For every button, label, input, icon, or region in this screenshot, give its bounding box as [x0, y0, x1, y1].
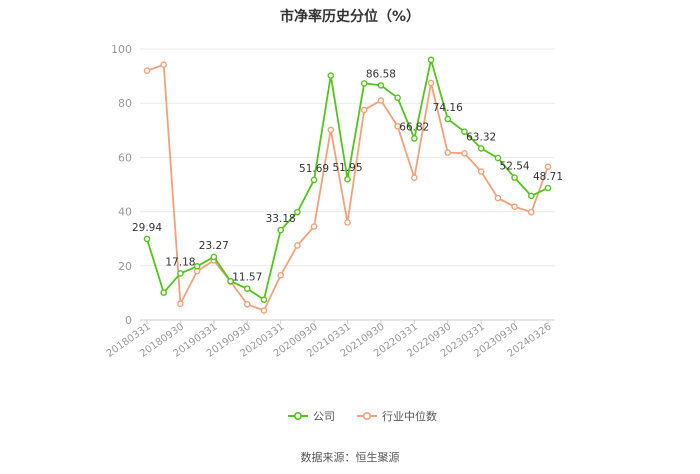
axis-layer: 0204060801002018033120180930201903312019…: [105, 43, 555, 360]
data-point-industry-median[interactable]: [294, 242, 301, 249]
y-tick-label: 100: [111, 43, 132, 56]
data-label: 48.71: [533, 171, 563, 183]
data-point-industry-median[interactable]: [527, 208, 535, 216]
legend-label: 公司: [313, 410, 335, 423]
data-label: 23.27: [199, 240, 229, 252]
data-point-industry-median[interactable]: [177, 300, 184, 308]
data-point-company[interactable]: [210, 253, 218, 261]
data-point-industry-median[interactable]: [360, 106, 368, 114]
data-label: 74.16: [433, 102, 463, 114]
data-point-industry-median[interactable]: [477, 168, 485, 175]
y-tick-label: 0: [125, 314, 132, 327]
data-point-industry-median[interactable]: [461, 150, 468, 157]
data-point-company[interactable]: [544, 184, 552, 192]
data-point-company[interactable]: [177, 270, 184, 277]
data-point-industry-median[interactable]: [160, 61, 168, 69]
data-point-industry-median[interactable]: [243, 300, 251, 308]
data-point-industry-median[interactable]: [544, 163, 552, 170]
data-point-company[interactable]: [494, 154, 502, 162]
legend[interactable]: 公司 行业中位数: [288, 409, 437, 423]
data-label: 66.82: [399, 121, 429, 133]
data-point-company[interactable]: [310, 176, 318, 184]
data-point-industry-median[interactable]: [427, 79, 435, 87]
data-point-company[interactable]: [294, 208, 301, 216]
data-point-industry-median[interactable]: [143, 67, 151, 74]
data-point-company[interactable]: [277, 226, 284, 234]
data-label-layer: 29.94 17.18 23.27 11.57 33.18 51.69 51.95 86.58…: [132, 68, 563, 283]
data-point-industry-median[interactable]: [494, 194, 502, 202]
data-label: 51.95: [332, 162, 362, 174]
data-point-company[interactable]: [243, 285, 251, 292]
data-point-company[interactable]: [143, 235, 151, 243]
data-source: 数据来源：恒生聚源: [300, 451, 400, 464]
data-point-industry-median[interactable]: [260, 307, 268, 314]
legend-item-industry-median[interactable]: 行业中位数: [357, 409, 437, 423]
data-point-company[interactable]: [511, 174, 518, 181]
data-point-company[interactable]: [360, 80, 368, 87]
data-point-industry-median[interactable]: [377, 97, 385, 104]
data-point-industry-median[interactable]: [277, 271, 284, 279]
data-point-industry-median[interactable]: [394, 122, 401, 130]
y-tick-label: 80: [118, 97, 132, 110]
data-point-industry-median[interactable]: [310, 223, 318, 230]
y-tick-label: 20: [118, 260, 132, 273]
y-tick-label: 60: [118, 151, 132, 164]
data-point-company[interactable]: [327, 72, 335, 79]
data-point-company[interactable]: [344, 175, 351, 183]
data-point-industry-median[interactable]: [444, 149, 452, 156]
data-point-company[interactable]: [377, 82, 385, 89]
data-point-industry-median[interactable]: [344, 219, 351, 226]
data-point-company[interactable]: [394, 94, 401, 102]
legend-swatch-marker: [293, 411, 302, 420]
grid-layer: [140, 48, 555, 321]
data-label: 86.58: [366, 68, 396, 80]
data-label: 11.57: [232, 272, 262, 284]
data-point-company[interactable]: [527, 192, 535, 200]
data-point-industry-median[interactable]: [511, 203, 518, 211]
series-line-industry-median: [146, 63, 549, 312]
chart-title: 市净率历史分位（%）: [279, 9, 421, 25]
data-point-company[interactable]: [193, 263, 201, 270]
data-label: 33.18: [266, 213, 296, 225]
data-point-industry-median[interactable]: [411, 174, 418, 182]
data-label: 51.69: [299, 163, 329, 175]
series-layer: [143, 56, 552, 314]
data-point-company[interactable]: [477, 145, 485, 152]
data-label: 17.18: [165, 256, 195, 268]
data-label: 63.32: [466, 131, 496, 143]
data-point-company[interactable]: [461, 128, 468, 135]
legend-label: 行业中位数: [382, 409, 437, 423]
legend-item-company[interactable]: 公司: [288, 410, 335, 423]
data-label: 52.54: [500, 161, 530, 173]
data-point-company[interactable]: [411, 135, 418, 142]
data-point-company[interactable]: [427, 56, 435, 64]
y-tick-label: 40: [118, 206, 132, 219]
data-label: 29.94: [132, 222, 162, 234]
data-point-company[interactable]: [227, 277, 234, 285]
data-point-company[interactable]: [444, 115, 452, 123]
data-point-industry-median[interactable]: [327, 126, 335, 134]
legend-swatch-marker: [362, 411, 371, 420]
data-point-company[interactable]: [160, 289, 168, 296]
data-point-company[interactable]: [260, 296, 268, 303]
